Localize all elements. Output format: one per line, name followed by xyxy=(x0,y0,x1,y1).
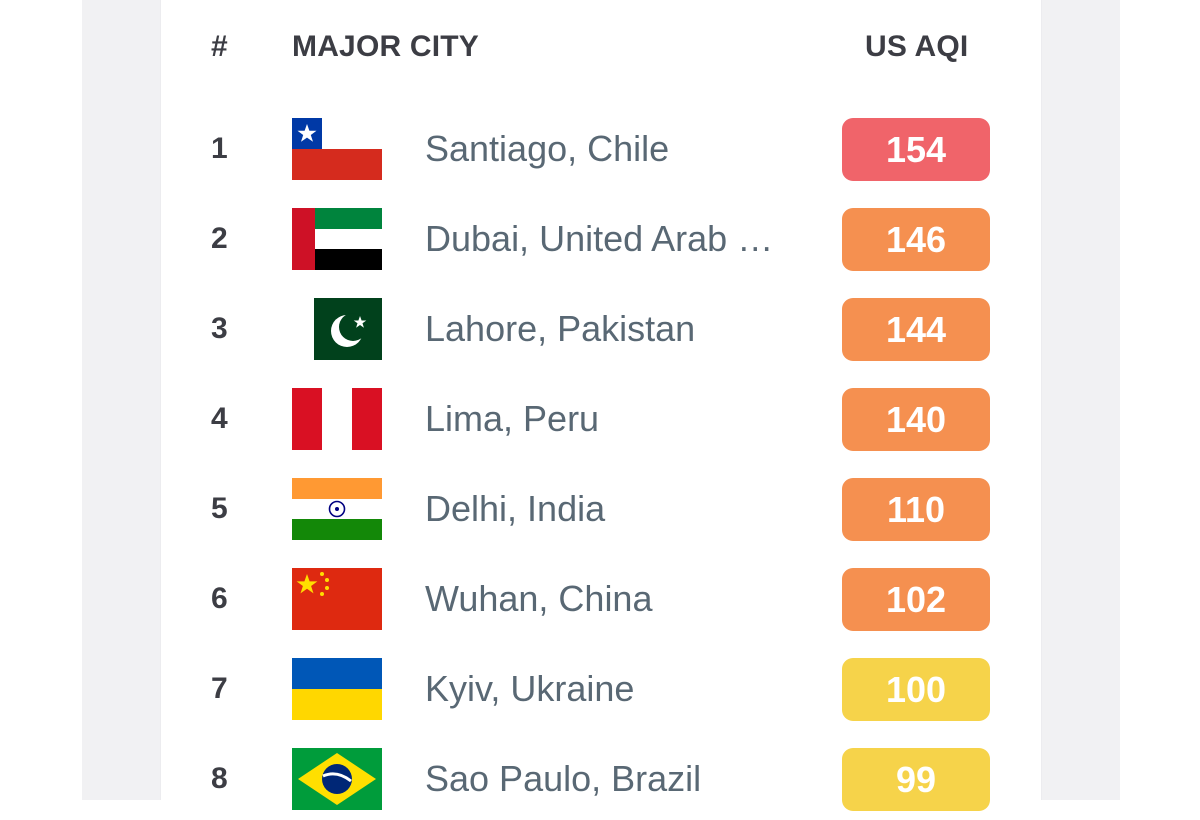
table-row[interactable]: 2 Dubai, United Arab Emirates 146 xyxy=(161,208,1041,280)
table-row[interactable]: 8 Sao Paulo, Brazil 99 xyxy=(161,748,1041,820)
rank-number: 7 xyxy=(211,672,228,705)
pakistan-flag-icon xyxy=(292,298,382,360)
left-gutter xyxy=(82,0,160,800)
table-row[interactable]: 1 Santiago, Chile 154 xyxy=(161,118,1041,190)
brazil-flag-icon xyxy=(292,748,382,810)
aqi-badge: 100 xyxy=(842,658,990,721)
aqi-badge: 154 xyxy=(842,118,990,181)
india-flag-icon xyxy=(292,478,382,540)
chile-flag-icon xyxy=(292,118,382,180)
city-name-link[interactable]: Dubai, United Arab Emirates xyxy=(425,218,785,259)
uae-flag-icon xyxy=(292,208,382,270)
table-row[interactable]: 6 Wuhan, China 102 xyxy=(161,568,1041,640)
aqi-badge: 144 xyxy=(842,298,990,361)
rank-number: 1 xyxy=(211,132,228,165)
table-header: # MAJOR CITY US AQI xyxy=(161,22,1041,70)
aqi-badge: 110 xyxy=(842,478,990,541)
ranking-card: # MAJOR CITY US AQI 1 Santiago, Chile 15… xyxy=(160,0,1042,811)
ukraine-flag-icon xyxy=(292,658,382,720)
city-name-link[interactable]: Kyiv, Ukraine xyxy=(425,668,635,709)
peru-flag-icon xyxy=(292,388,382,450)
rank-number: 2 xyxy=(211,222,228,255)
rank-number: 3 xyxy=(211,312,228,345)
table-row[interactable]: 4 Lima, Peru 140 xyxy=(161,388,1041,460)
rank-number: 8 xyxy=(211,762,228,795)
city-name-link[interactable]: Lahore, Pakistan xyxy=(425,308,696,349)
rank-column-header: # xyxy=(211,30,228,63)
aqi-column-header[interactable]: US AQI xyxy=(865,30,969,63)
rank-number: 6 xyxy=(211,582,228,615)
table-row[interactable]: 5 Delhi, India 110 xyxy=(161,478,1041,550)
right-gutter xyxy=(1042,0,1120,800)
table-row[interactable]: 3 Lahore, Pakistan 144 xyxy=(161,298,1041,370)
city-name-link[interactable]: Sao Paulo, Brazil xyxy=(425,758,702,799)
aqi-badge: 146 xyxy=(842,208,990,271)
china-flag-icon xyxy=(292,568,382,630)
aqi-badge: 102 xyxy=(842,568,990,631)
rank-number: 5 xyxy=(211,492,228,525)
table-row[interactable]: 7 Kyiv, Ukraine 100 xyxy=(161,658,1041,730)
city-name-link[interactable]: Wuhan, China xyxy=(425,578,653,619)
aqi-badge: 99 xyxy=(842,748,990,811)
city-name-link[interactable]: Santiago, Chile xyxy=(425,128,670,169)
city-name-link[interactable]: Lima, Peru xyxy=(425,398,600,439)
aqi-badge: 140 xyxy=(842,388,990,451)
rank-number: 4 xyxy=(211,402,228,435)
city-name-link[interactable]: Delhi, India xyxy=(425,488,606,529)
city-column-header[interactable]: MAJOR CITY xyxy=(292,30,480,63)
